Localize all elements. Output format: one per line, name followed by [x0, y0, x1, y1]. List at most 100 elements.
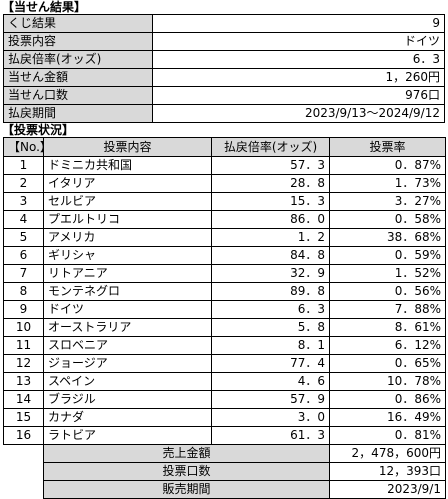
- table-row: 6 ギリシャ 84．8 0．59%: [3, 246, 446, 265]
- header-odds: 払戻倍率(オッズ): [211, 137, 330, 157]
- result-section-title: 【当せん結果】: [2, 0, 87, 14]
- row-vote-rate: 0．59%: [329, 246, 446, 265]
- voting-section-title: 【投票状況】: [2, 123, 75, 137]
- row-odds: 32．9: [211, 264, 330, 283]
- row-vote-rate: 0．65%: [329, 354, 446, 373]
- row-vote-rate: 0．81%: [329, 426, 446, 445]
- row-vote-content: ブラジル: [43, 390, 212, 409]
- table-row: 2 イタリア 28．8 1．73%: [3, 174, 446, 193]
- row-number: 14: [3, 390, 44, 409]
- table-row: 16 ラトビア 61．3 0．81%: [3, 426, 446, 445]
- table-row: 8 モンテネグロ 89．8 0．56%: [3, 282, 446, 301]
- row-odds: 6．3: [211, 300, 330, 319]
- row-vote-content: ドイツ: [43, 300, 212, 319]
- voting-table-header: 【No.】 投票内容 払戻倍率(オッズ) 投票率: [3, 137, 446, 157]
- row-odds: 84．8: [211, 246, 330, 265]
- row-vote-content: スロベニア: [43, 336, 212, 355]
- row-vote-content: アメリカ: [43, 228, 212, 247]
- row-vote-content: リトアニア: [43, 264, 212, 283]
- table-row: 7 リトアニア 32．9 1．52%: [3, 264, 446, 283]
- summary-value: 1，260円: [152, 68, 445, 87]
- row-odds: 15．3: [211, 192, 330, 211]
- summary-value: 2023/9/13～2024/9/12: [152, 104, 445, 123]
- summary-label: 当せん金額: [3, 68, 153, 87]
- row-vote-rate: 1．73%: [329, 174, 446, 193]
- header-no: 【No.】: [3, 137, 44, 157]
- summary-row: 払戻倍率(オッズ) 6．3: [3, 50, 445, 69]
- row-number: 6: [3, 246, 44, 265]
- row-vote-rate: 10．78%: [329, 372, 446, 391]
- row-number: 3: [3, 192, 44, 211]
- row-number: 4: [3, 210, 44, 229]
- row-vote-rate: 0．87%: [329, 156, 446, 175]
- table-row: 12 ジョージア 77．4 0．65%: [3, 354, 446, 373]
- row-vote-rate: 0．56%: [329, 282, 446, 301]
- result-section: 【当せん結果】 くじ結果 9 投票内容 ドイツ 払戻倍率(オッズ) 6．3 当せん金額 1，2…: [0, 0, 448, 123]
- row-vote-content: カナダ: [43, 408, 212, 427]
- row-vote-rate: 6．12%: [329, 336, 446, 355]
- row-vote-content: ジョージア: [43, 354, 212, 373]
- footer-value: 2023/9/1: [329, 480, 446, 499]
- row-number: 7: [3, 264, 44, 283]
- table-row: 14 ブラジル 57．9 0．86%: [3, 390, 446, 409]
- summary-row: 投票内容 ドイツ: [3, 32, 445, 51]
- row-vote-rate: 8．61%: [329, 318, 446, 337]
- summary-row: 当せん口数 976口: [3, 86, 445, 105]
- row-odds: 77．4: [211, 354, 330, 373]
- voting-table: 【No.】 投票内容 払戻倍率(オッズ) 投票率 1ドミニカ共和国57．30．8…: [3, 137, 446, 499]
- result-table: くじ結果 9 投票内容 ドイツ 払戻倍率(オッズ) 6．3 当せん金額 1，260円 当せん口数…: [3, 14, 445, 123]
- table-row: 4 プエルトリコ 86．0 0．58%: [3, 210, 446, 229]
- summary-label: くじ結果: [3, 14, 153, 33]
- table-row: 1 ドミニカ共和国 57．3 0．87%: [3, 156, 446, 175]
- row-number: 13: [3, 372, 44, 391]
- row-odds: 86．0: [211, 210, 330, 229]
- row-vote-rate: 0．86%: [329, 390, 446, 409]
- footer-row: 販売期間 2023/9/1: [3, 480, 446, 499]
- row-vote-content: セルビア: [43, 192, 212, 211]
- summary-value: ドイツ: [152, 32, 445, 51]
- row-odds: 28．8: [211, 174, 330, 193]
- row-number: 8: [3, 282, 44, 301]
- row-vote-rate: 1．52%: [329, 264, 446, 283]
- footer-row: 投票口数 12，393口: [3, 462, 446, 481]
- row-vote-rate: 7．88%: [329, 300, 446, 319]
- row-vote-rate: 16．49%: [329, 408, 446, 427]
- header-vote-rate: 投票率: [329, 137, 446, 157]
- row-vote-content: ラトビア: [43, 426, 212, 445]
- row-vote-rate: 3．27%: [329, 192, 446, 211]
- table-row: 10 オーストラリア 5．8 8．61%: [3, 318, 446, 337]
- footer-value: 12，393口: [329, 462, 446, 481]
- row-odds: 57．3: [211, 156, 330, 175]
- footer-value: 2，478，600円: [329, 444, 446, 463]
- footer-blank: [3, 462, 44, 481]
- table-row: 15 カナダ 3．0 16．49%: [3, 408, 446, 427]
- row-number: 16: [3, 426, 44, 445]
- row-odds: 61．3: [211, 426, 330, 445]
- row-vote-content: プエルトリコ: [43, 210, 212, 229]
- header-vote-content: 投票内容: [43, 137, 212, 157]
- footer-blank: [3, 444, 44, 463]
- row-vote-rate: 38．68%: [329, 228, 446, 247]
- summary-label: 払戻倍率(オッズ): [3, 50, 153, 69]
- row-vote-content: イタリア: [43, 174, 212, 193]
- row-vote-content: ドミニカ共和国: [43, 156, 212, 175]
- summary-row: くじ結果 9: [3, 14, 445, 33]
- table-row: 5 アメリカ 1．2 38．68%: [3, 228, 446, 247]
- table-row: 9 ドイツ 6．3 7．88%: [3, 300, 446, 319]
- table-row: 13 スペイン 4．6 10．78%: [3, 372, 446, 391]
- row-odds: 8．1: [211, 336, 330, 355]
- summary-row: 払戻期間 2023/9/13～2024/9/12: [3, 104, 445, 123]
- summary-value: 9: [152, 14, 445, 33]
- table-row: 3 セルビア 15．3 3．27%: [3, 192, 446, 211]
- summary-label: 当せん口数: [3, 86, 153, 105]
- row-odds: 3．0: [211, 408, 330, 427]
- row-odds: 5．8: [211, 318, 330, 337]
- row-vote-content: ギリシャ: [43, 246, 212, 265]
- row-number: 11: [3, 336, 44, 355]
- row-vote-content: スペイン: [43, 372, 212, 391]
- row-odds: 4．6: [211, 372, 330, 391]
- row-number: 5: [3, 228, 44, 247]
- summary-label: 払戻期間: [3, 104, 153, 123]
- row-number: 12: [3, 354, 44, 373]
- summary-label: 投票内容: [3, 32, 153, 51]
